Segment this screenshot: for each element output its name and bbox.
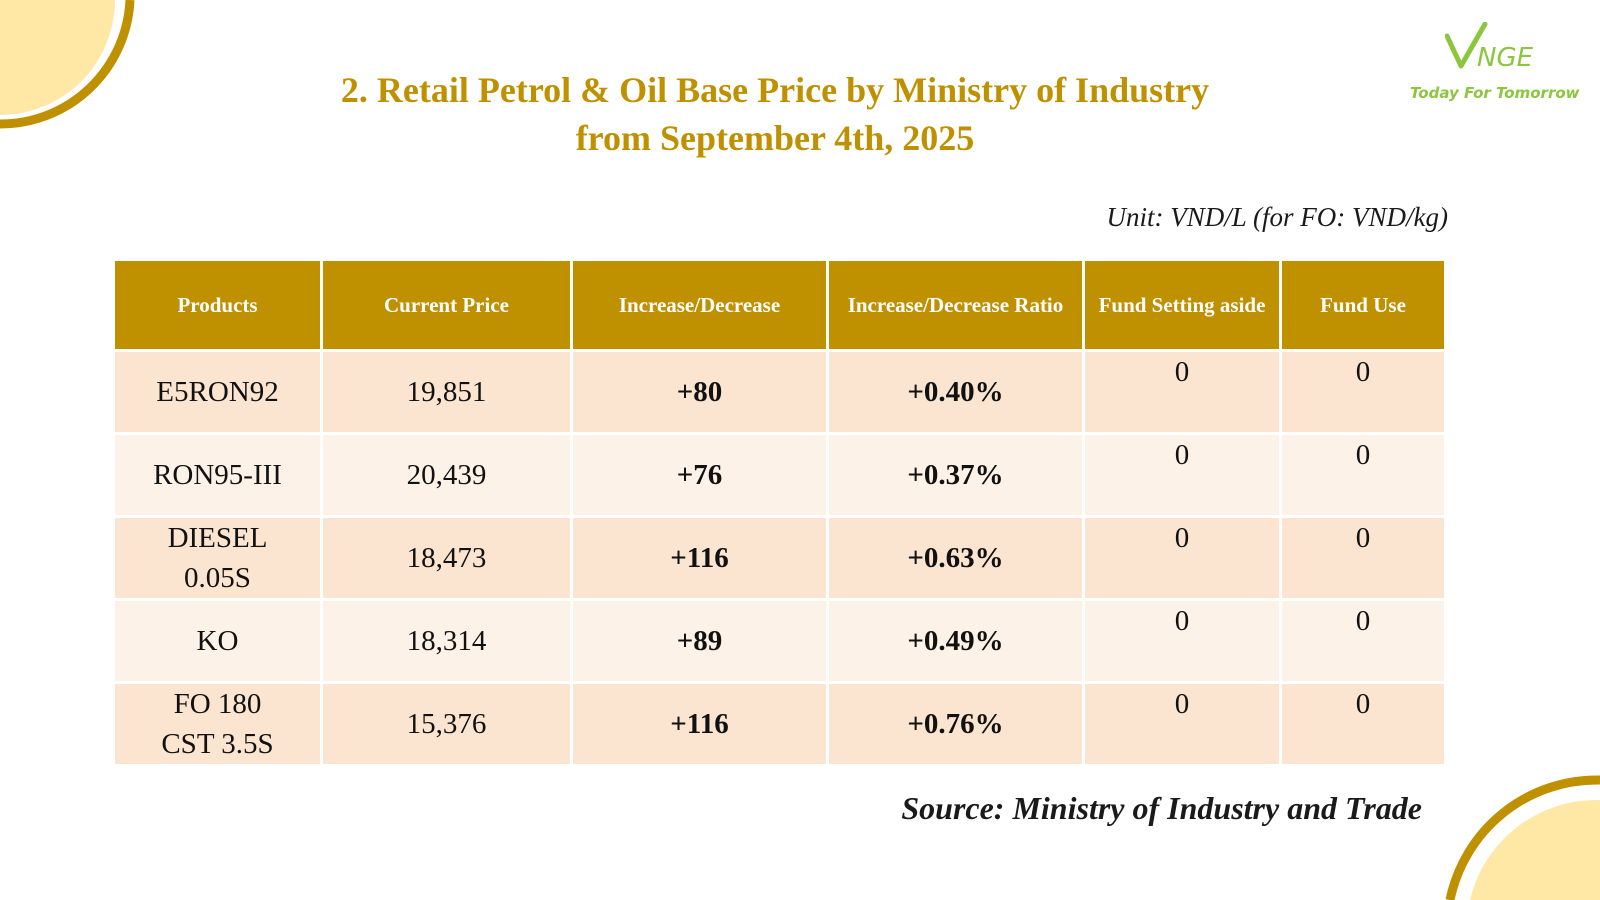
table-row: E5RON92 19,851 +80 +0.40% 0 0 <box>112 349 1447 435</box>
change-cell: +80 <box>570 349 829 435</box>
fund-use-cell: 0 <box>1279 349 1447 435</box>
table-header-row: Products Current Price Increase/Decrease… <box>112 258 1447 352</box>
svg-text:NGE: NGE <box>1477 43 1534 73</box>
ratio-cell: +0.76% <box>826 681 1085 767</box>
change-cell: +116 <box>570 681 829 767</box>
table-row: DIESEL 0.05S 18,473 +116 +0.63% 0 0 <box>112 515 1447 601</box>
fund-use-cell: 0 <box>1279 432 1447 518</box>
fund-use-cell: 0 <box>1279 681 1447 767</box>
fund-setting-cell: 0 <box>1082 515 1282 601</box>
price-cell: 15,376 <box>320 681 573 767</box>
unit-note: Unit: VND/L (for FO: VND/kg) <box>1106 202 1448 232</box>
table-row: KO 18,314 +89 +0.49% 0 0 <box>112 598 1447 684</box>
column-header: Current Price <box>320 258 573 352</box>
product-cell: KO <box>112 598 323 684</box>
ratio-cell: +0.40% <box>826 349 1085 435</box>
product-cell: RON95-III <box>112 432 323 518</box>
product-cell: FO 180 CST 3.5S <box>112 681 323 767</box>
fund-use-cell: 0 <box>1279 598 1447 684</box>
corner-decoration-bottom-right <box>1445 775 1600 900</box>
price-cell: 19,851 <box>320 349 573 435</box>
page-title: 2. Retail Petrol & Oil Base Price by Min… <box>180 66 1370 162</box>
price-cell: 18,473 <box>320 515 573 601</box>
table-row: RON95-III 20,439 +76 +0.37% 0 0 <box>112 432 1447 518</box>
corner-decoration-top-left <box>0 0 135 129</box>
ratio-cell: +0.49% <box>826 598 1085 684</box>
ratio-cell: +0.63% <box>826 515 1085 601</box>
change-cell: +76 <box>570 432 829 518</box>
product-cell: E5RON92 <box>112 349 323 435</box>
column-header: Increase/Decrease Ratio <box>826 258 1085 352</box>
change-cell: +116 <box>570 515 829 601</box>
fund-setting-cell: 0 <box>1082 598 1282 684</box>
source-note: Source: Ministry of Industry and Trade <box>901 790 1422 826</box>
table-row: FO 180 CST 3.5S 15,376 +116 +0.76% 0 0 <box>112 681 1447 767</box>
fund-setting-cell: 0 <box>1082 681 1282 767</box>
column-header: Fund Use <box>1279 258 1447 352</box>
column-header: Fund Setting aside <box>1082 258 1282 352</box>
product-cell: DIESEL 0.05S <box>112 515 323 601</box>
column-header: Increase/Decrease <box>570 258 829 352</box>
price-cell: 18,314 <box>320 598 573 684</box>
vnge-logo: NGE Today For Tomorrow <box>1405 22 1585 112</box>
price-table: Products Current Price Increase/Decrease… <box>112 258 1447 767</box>
fund-setting-cell: 0 <box>1082 432 1282 518</box>
title-line-2: from September 4th, 2025 <box>575 118 975 158</box>
fund-setting-cell: 0 <box>1082 349 1282 435</box>
title-line-1: 2. Retail Petrol & Oil Base Price by Min… <box>340 70 1210 110</box>
change-cell: +89 <box>570 598 829 684</box>
column-header: Products <box>112 258 323 352</box>
logo-tagline: Today For Tomorrow <box>1410 84 1580 102</box>
fund-use-cell: 0 <box>1279 515 1447 601</box>
vnge-logo-mark: NGE <box>1445 22 1534 73</box>
ratio-cell: +0.37% <box>826 432 1085 518</box>
price-cell: 20,439 <box>320 432 573 518</box>
